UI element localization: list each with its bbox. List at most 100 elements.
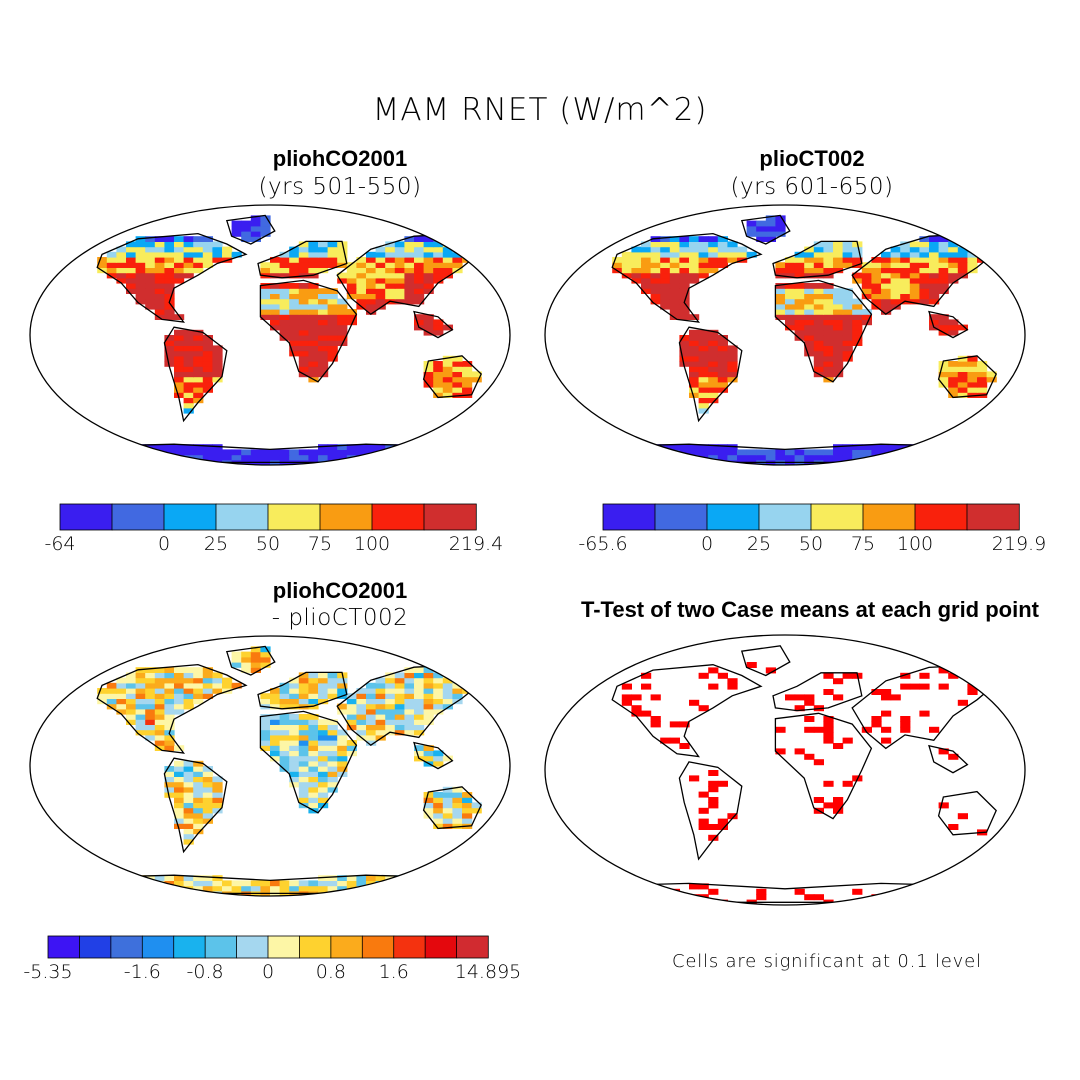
grid-cell <box>356 688 367 694</box>
grid-cell <box>852 277 863 284</box>
coastline-southAmerica <box>678 326 743 423</box>
grid-cell <box>327 251 338 258</box>
grid-cell <box>452 376 463 383</box>
grid-cell <box>289 688 300 694</box>
grid-cell <box>621 694 632 701</box>
grid-cell <box>669 293 680 300</box>
grid-cell <box>250 667 261 673</box>
grid-cell <box>202 335 213 341</box>
grid-cell <box>660 251 671 258</box>
grid-cell <box>813 454 824 461</box>
grid-cell <box>356 724 367 731</box>
grid-cell <box>308 745 319 751</box>
grid-cell <box>154 729 165 736</box>
grid-cell <box>193 682 204 689</box>
grid-cell <box>833 303 844 310</box>
grid-cell <box>717 824 728 830</box>
grid-cell <box>222 449 233 456</box>
grid-cell <box>346 272 357 279</box>
grid-cell <box>881 303 892 310</box>
grid-cell <box>746 225 757 232</box>
grid-cell <box>164 880 175 887</box>
grid-cell <box>145 693 156 699</box>
grid-cell <box>765 454 776 461</box>
grid-cell <box>727 454 738 461</box>
grid-cell <box>775 303 786 310</box>
grid-cell <box>183 381 194 388</box>
grid-cell <box>202 682 213 689</box>
grid-cell <box>833 678 844 685</box>
grid-cell <box>660 262 671 268</box>
grid-cell <box>804 454 815 461</box>
grid-cell <box>452 823 463 829</box>
grid-cell <box>298 449 309 456</box>
grid-cell <box>106 262 117 268</box>
grid-cell <box>785 324 796 331</box>
grid-cell <box>356 880 367 887</box>
grid-cell <box>270 719 281 725</box>
grid-cell <box>938 262 949 268</box>
grid-cell <box>356 277 367 284</box>
grid-cell <box>462 807 473 814</box>
grid-cell <box>270 755 281 762</box>
grid-cell <box>957 272 968 279</box>
grid-cell <box>727 678 738 685</box>
grid-cell <box>394 729 405 736</box>
grid-cell <box>250 662 261 668</box>
grid-cell <box>366 303 377 310</box>
grid-cell <box>260 656 271 663</box>
grid-cell <box>621 699 632 706</box>
grid-cell <box>164 267 175 274</box>
grid-cell <box>289 319 300 326</box>
grid-cell <box>861 288 872 294</box>
colorbar-swatch <box>59 503 113 531</box>
grid-cell <box>708 449 719 456</box>
grid-cell <box>135 708 146 715</box>
grid-cell <box>852 272 863 279</box>
grid-cell <box>852 298 863 305</box>
grid-cell <box>385 693 396 699</box>
grid-cell <box>948 272 959 279</box>
grid-cell <box>298 760 309 767</box>
grid-cell <box>126 693 137 699</box>
grid-cell <box>852 257 863 263</box>
grid-cell <box>717 355 728 362</box>
grid-cell <box>212 350 223 357</box>
colorbar-swatch <box>110 935 143 959</box>
grid-cell <box>717 257 728 263</box>
grid-cell <box>823 324 834 331</box>
grid-cell <box>689 241 700 248</box>
grid-cell <box>327 454 338 461</box>
grid-cell <box>727 371 738 378</box>
grid-cell <box>746 454 757 461</box>
coastline-australia <box>422 786 482 830</box>
grid-cell <box>289 698 300 705</box>
grid-cell <box>183 335 194 341</box>
grid-cell <box>308 241 319 248</box>
grid-cell <box>775 220 786 227</box>
grid-cell <box>183 677 194 684</box>
grid-cell <box>106 703 117 710</box>
grid-cell <box>433 755 444 762</box>
grid-cell <box>765 225 776 232</box>
grid-cell <box>679 350 690 357</box>
grid-cell <box>833 257 844 263</box>
grid-cell <box>404 667 415 673</box>
grid-cell <box>174 745 185 751</box>
grid-cell <box>823 303 834 310</box>
grid-cell <box>957 387 968 393</box>
grid-cell <box>804 283 815 289</box>
grid-cell <box>804 350 815 357</box>
grid-cell <box>423 703 434 710</box>
grid-cell <box>375 682 386 689</box>
grid-cell <box>231 656 242 663</box>
grid-cell <box>289 734 300 741</box>
grid-cell <box>823 721 834 728</box>
grid-cell <box>135 698 146 705</box>
grid-cell <box>279 449 290 456</box>
grid-cell <box>337 444 348 450</box>
colorbar-tick-label: 219.4 <box>448 533 504 555</box>
grid-cell <box>794 272 805 279</box>
grid-cell <box>423 708 434 715</box>
grid-cell <box>183 345 194 352</box>
